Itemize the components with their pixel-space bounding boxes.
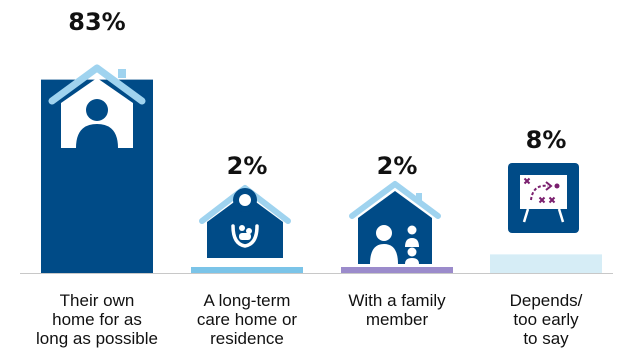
value-label-4: 8% xyxy=(525,126,567,154)
house-person-icon xyxy=(48,64,146,148)
value-label-2: 2% xyxy=(226,152,268,180)
value-label-3: 2% xyxy=(376,152,418,180)
bar-4 xyxy=(490,254,602,273)
value-label-1: 83% xyxy=(68,8,126,36)
family-house-icon xyxy=(349,181,441,264)
bar-3 xyxy=(341,267,453,273)
category-label-3: With a family member xyxy=(348,291,446,329)
category-label-4: Depends/ too early to say xyxy=(509,291,583,348)
bar-2 xyxy=(191,267,303,273)
category-label-1: Their own home for as long as possible xyxy=(36,291,158,348)
category-label-2: A long-term care home or residence xyxy=(196,291,298,348)
strategy-board-icon xyxy=(508,163,579,233)
care-home-icon xyxy=(199,185,291,258)
